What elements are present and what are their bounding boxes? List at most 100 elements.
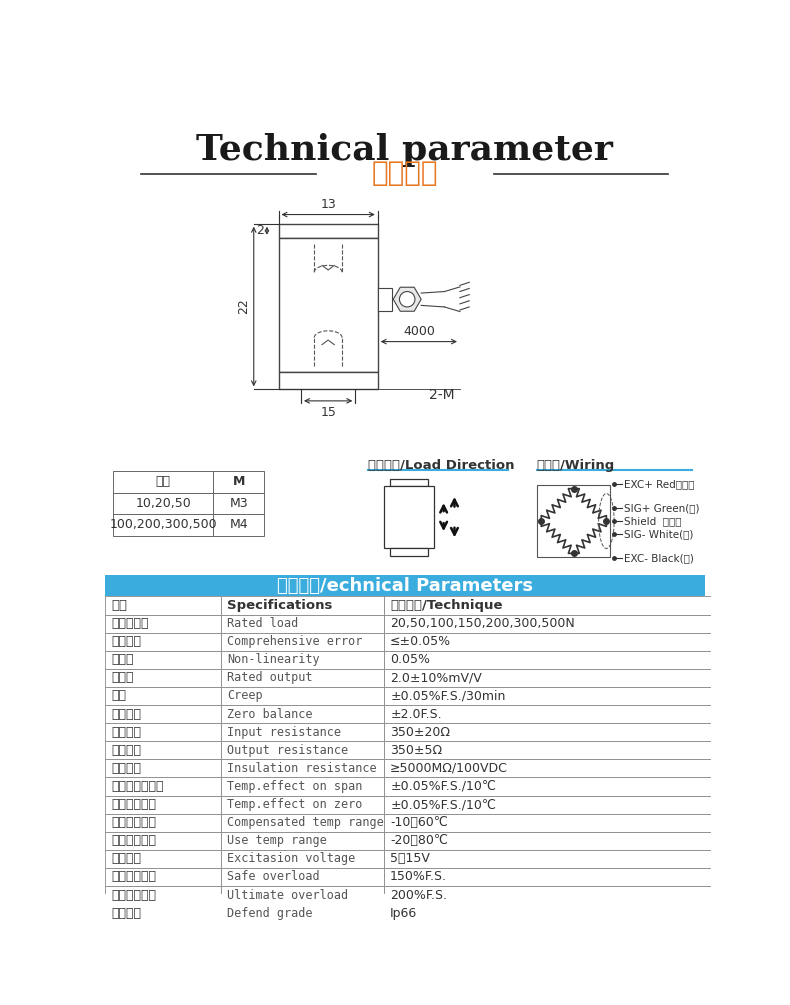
Bar (221, 832, 384, 850)
Bar (221, 596, 384, 614)
Bar (279, 224, 378, 237)
Bar (221, 814, 384, 832)
Text: ≥5000MΩ/100VDC: ≥5000MΩ/100VDC (390, 762, 508, 775)
Bar (384, 886, 711, 904)
Text: Shield  屏蔽线: Shield 屏蔽线 (624, 516, 682, 526)
Text: 灵敏度温度影响: 灵敏度温度影响 (111, 780, 164, 793)
Bar (384, 633, 711, 651)
Bar (384, 814, 711, 832)
Text: M: M (232, 475, 245, 488)
Bar (105, 850, 221, 868)
Text: 350±5Ω: 350±5Ω (390, 744, 442, 757)
Text: Defend grade: Defend grade (228, 907, 313, 920)
Text: 15: 15 (320, 405, 336, 418)
Bar (221, 760, 384, 778)
Bar (221, 687, 384, 706)
Text: SIG- White(白): SIG- White(白) (624, 529, 694, 539)
Bar (105, 796, 221, 814)
Bar (105, 706, 221, 724)
Bar (384, 904, 711, 923)
Bar (221, 669, 384, 687)
Bar (105, 633, 221, 651)
Bar (221, 633, 384, 651)
Text: 0.05%: 0.05% (390, 653, 430, 666)
Bar (105, 778, 221, 796)
Bar (113, 492, 213, 515)
Text: 使用温度范围: 使用温度范围 (111, 834, 156, 847)
Bar (384, 724, 711, 742)
Text: Ultimate overload: Ultimate overload (228, 888, 348, 901)
Text: Non-linearity: Non-linearity (228, 653, 320, 666)
Bar (378, 287, 392, 311)
Text: 零点温度影响: 零点温度影响 (111, 798, 156, 811)
Bar (113, 471, 213, 492)
Bar (390, 478, 428, 486)
Bar (221, 778, 384, 796)
Bar (105, 832, 221, 850)
Bar (221, 742, 384, 760)
Text: 输出阻抗: 输出阻抗 (111, 744, 141, 757)
Bar (213, 515, 264, 536)
Text: 技术参数/echnical Parameters: 技术参数/echnical Parameters (276, 577, 533, 595)
Bar (384, 850, 711, 868)
Text: Temp.effect on zero: Temp.effect on zero (228, 798, 363, 811)
Bar (105, 814, 221, 832)
Text: 22: 22 (237, 298, 250, 315)
Bar (105, 614, 221, 633)
Bar (221, 868, 384, 886)
Text: EXC+ Red（红）: EXC+ Red（红） (624, 479, 694, 489)
Bar (221, 651, 384, 669)
Text: 20,50,100,150,200,300,500N: 20,50,100,150,200,300,500N (390, 617, 575, 630)
Bar (105, 868, 221, 886)
Text: 接线图/Wiring: 接线图/Wiring (536, 459, 615, 472)
Text: Zero balance: Zero balance (228, 708, 313, 721)
Bar (384, 760, 711, 778)
Bar (221, 904, 384, 923)
Bar (384, 687, 711, 706)
Text: Use temp range: Use temp range (228, 834, 327, 847)
Text: ±0.05%F.S./30min: ±0.05%F.S./30min (390, 689, 506, 702)
Text: Compensated temp range: Compensated temp range (228, 816, 384, 829)
Text: 零点输出: 零点输出 (111, 708, 141, 721)
Text: M3: M3 (229, 496, 248, 510)
Text: 350±20Ω: 350±20Ω (390, 726, 450, 739)
Text: Creep: Creep (228, 689, 263, 702)
Text: 技术指标/Technique: 技术指标/Technique (390, 599, 502, 612)
Bar (221, 614, 384, 633)
Bar (105, 724, 221, 742)
Bar (105, 596, 221, 614)
Text: 2: 2 (256, 224, 264, 237)
Bar (384, 796, 711, 814)
Text: -20～80℃: -20～80℃ (390, 834, 448, 847)
Text: 非线性: 非线性 (111, 653, 134, 666)
Text: 13: 13 (320, 198, 336, 211)
Text: 激励电压: 激励电压 (111, 852, 141, 865)
Text: 技术参数: 技术参数 (371, 159, 438, 187)
Text: 综合误差: 综合误差 (111, 635, 141, 648)
Text: 极限过载范围: 极限过载范围 (111, 888, 156, 901)
Text: Excitasion voltage: Excitasion voltage (228, 852, 356, 865)
Text: 防护等级: 防护等级 (111, 907, 141, 920)
Bar (113, 515, 213, 536)
Text: 温度补偿范围: 温度补偿范围 (111, 816, 156, 829)
Text: 100,200,300,500: 100,200,300,500 (109, 519, 217, 532)
Bar (105, 760, 221, 778)
Bar (213, 471, 264, 492)
Text: 安全过载范围: 安全过载范围 (111, 870, 156, 883)
Bar (384, 706, 711, 724)
Text: Temp.effect on span: Temp.effect on span (228, 780, 363, 793)
Text: ≤±0.05%: ≤±0.05% (390, 635, 451, 648)
Bar (105, 575, 705, 596)
Text: Rated output: Rated output (228, 671, 313, 684)
Bar (279, 373, 378, 389)
Bar (221, 724, 384, 742)
Text: 2.0±10%mV/V: 2.0±10%mV/V (390, 671, 482, 684)
Text: SIG+ Green(绶): SIG+ Green(绶) (624, 504, 700, 514)
Text: Ip66: Ip66 (390, 907, 417, 920)
Text: 灵敏度: 灵敏度 (111, 671, 134, 684)
Bar (213, 492, 264, 515)
Bar (221, 850, 384, 868)
Text: 150%F.S.: 150%F.S. (390, 870, 447, 883)
Text: 2-M: 2-M (429, 389, 454, 402)
Text: 传感器量程: 传感器量程 (111, 617, 149, 630)
